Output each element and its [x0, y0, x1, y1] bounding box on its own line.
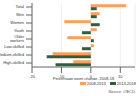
html-text:Source: OECD.: Source: OECD.	[108, 89, 136, 94]
svg-text:-20: -20	[29, 74, 36, 79]
svg-text:Men: Men	[16, 12, 24, 17]
svg-text:Olderworkers: Olderworkers	[10, 34, 25, 43]
svg-text:Total: Total	[16, 4, 25, 9]
svg-text:Women: Women	[10, 20, 24, 25]
svg-text:Medium-skilled: Medium-skilled	[8, 52, 24, 57]
svg-text:10: 10	[118, 74, 123, 79]
svg-text:Percentage point change, 2008-: Percentage point change, 2008-18	[53, 76, 115, 80]
svg-text:Low-skilled: Low-skilled	[8, 44, 24, 49]
html-text:2008-2013: 2008-2013	[86, 81, 106, 86]
html-text:2013-2018: 2013-2018	[116, 81, 136, 86]
svg-text:High-skilled: High-skilled	[8, 60, 24, 65]
svg-text:Youth: Youth	[14, 28, 24, 33]
